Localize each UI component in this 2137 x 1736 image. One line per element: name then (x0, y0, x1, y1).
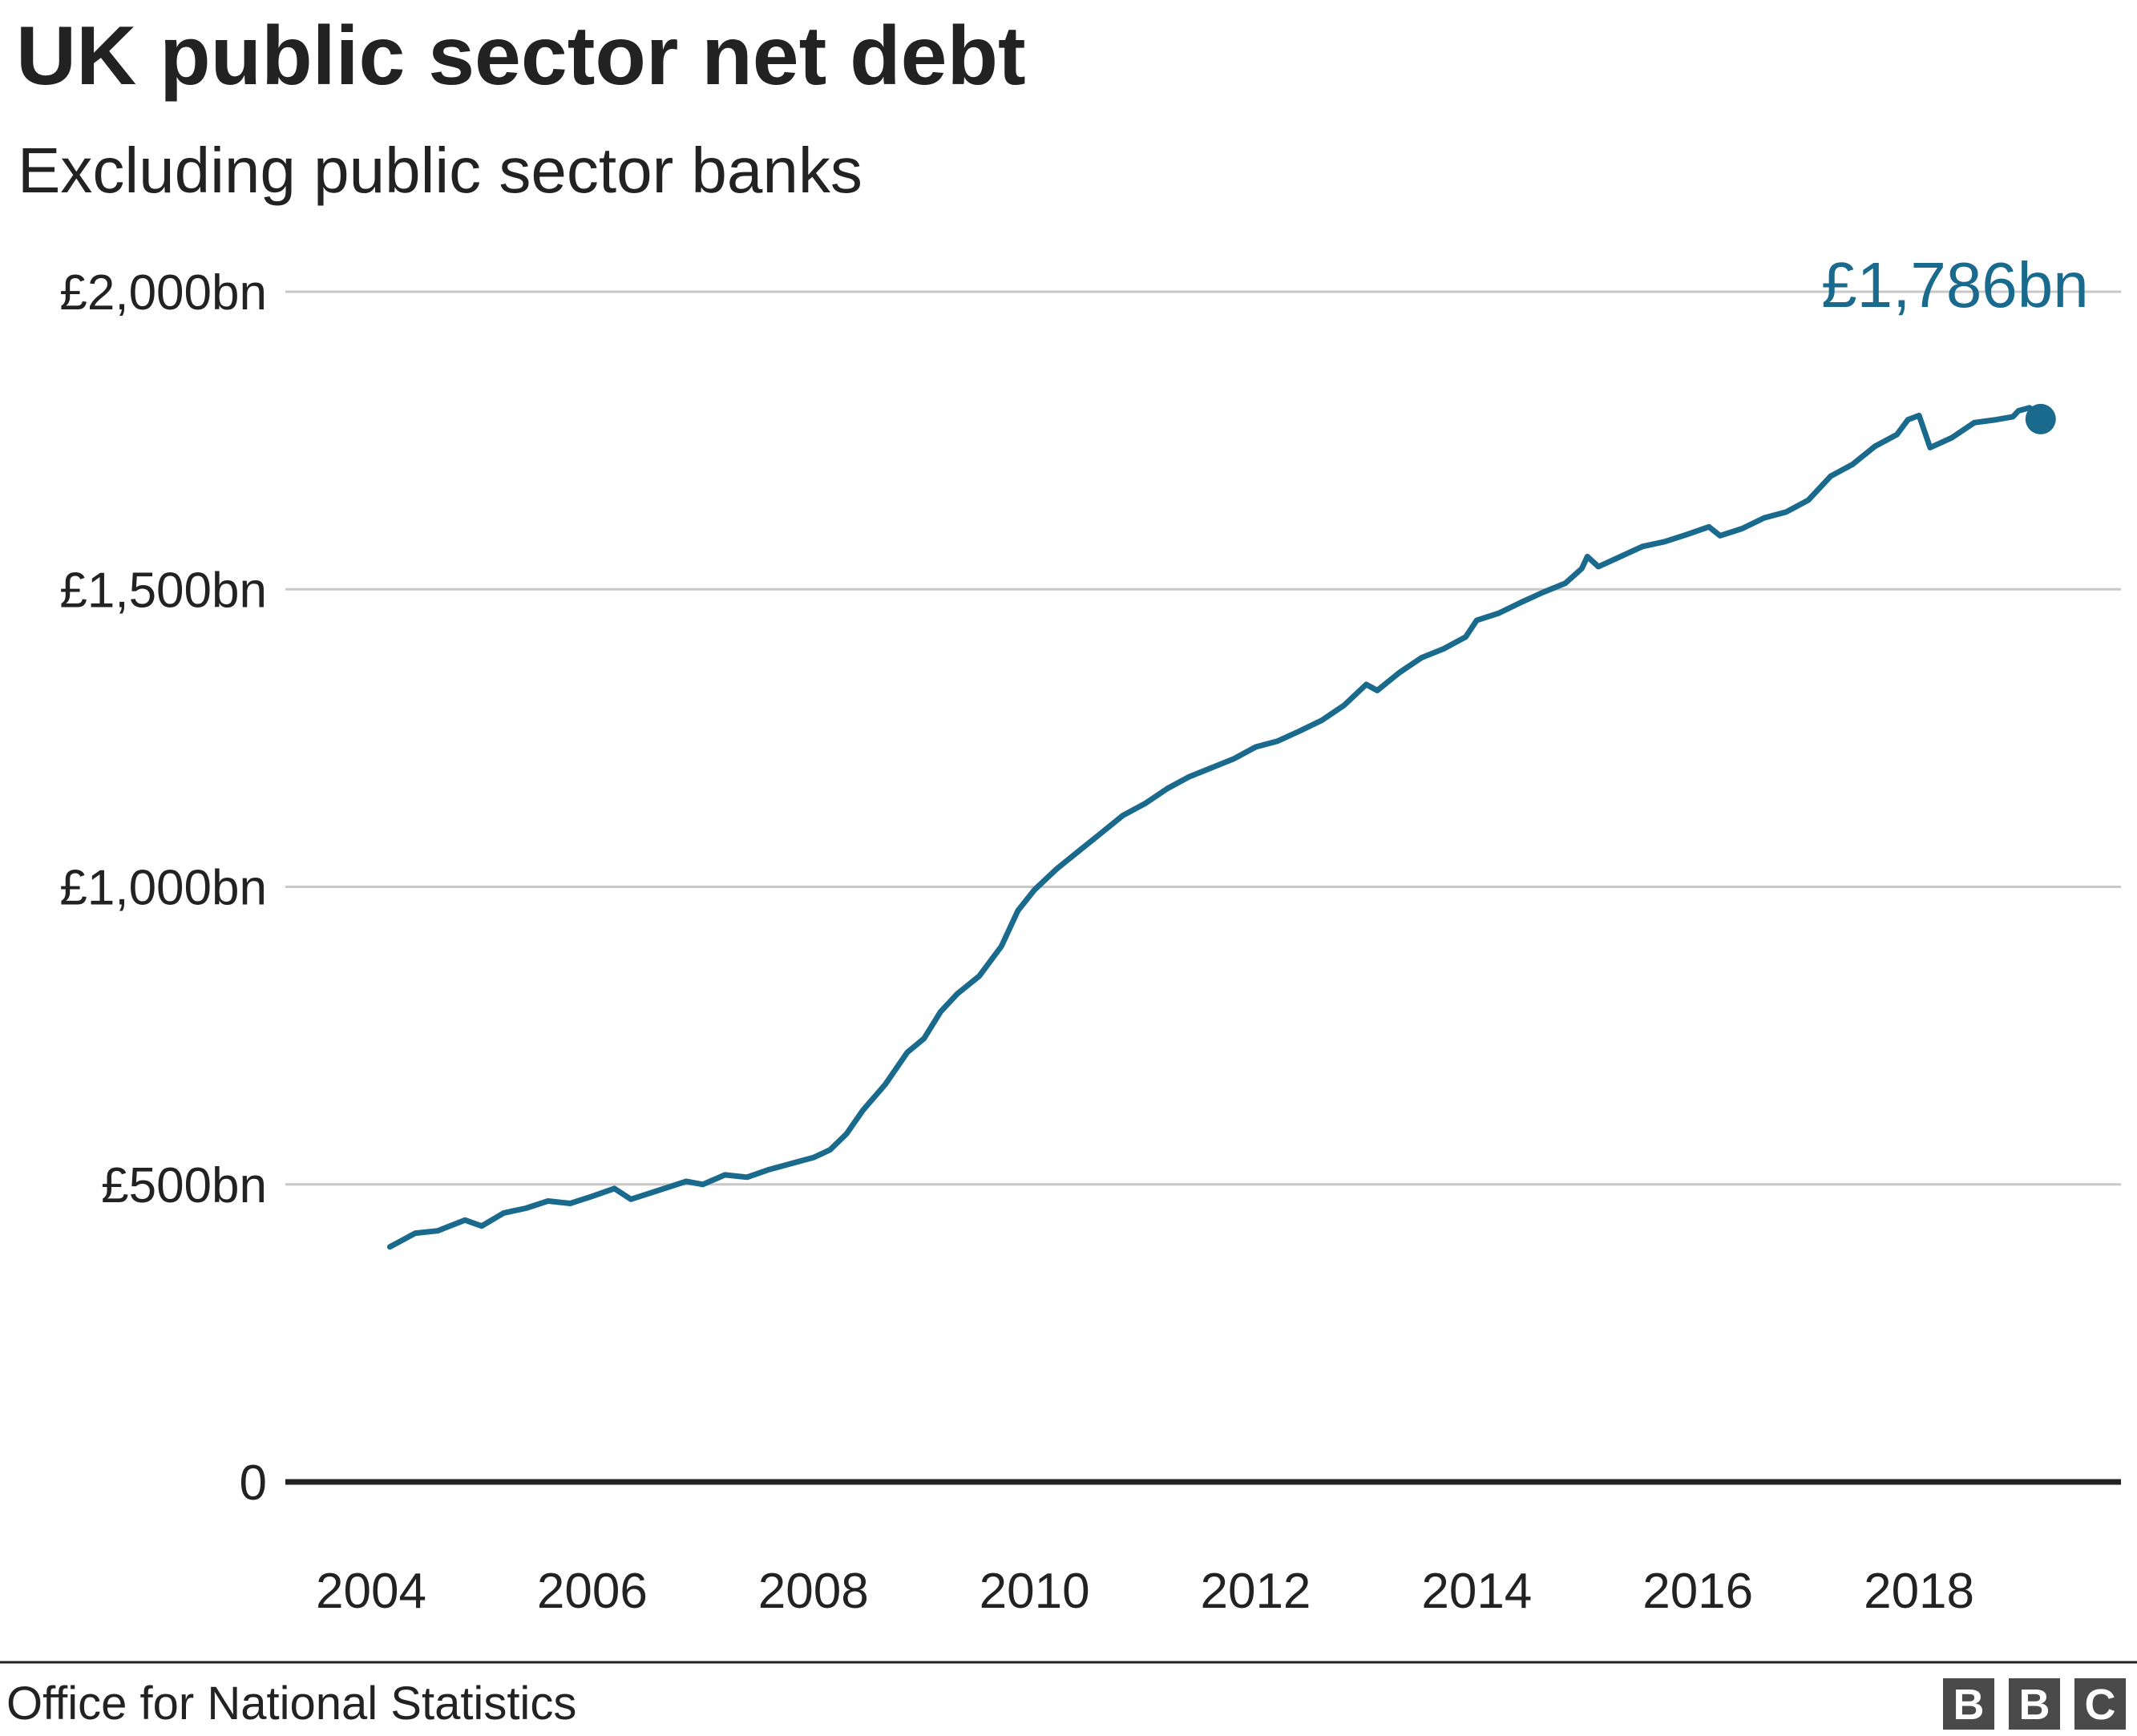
y-axis-tick-labels: 0 £500bn £1,000bn £1,500bn £2,000bn (59, 265, 267, 1511)
last-value-marker (2025, 403, 2056, 434)
x-tick-label: 2018 (1864, 1564, 1974, 1619)
x-tick-label: 2004 (316, 1564, 426, 1619)
x-tick-label: 2012 (1200, 1564, 1311, 1619)
y-tick-label: £1,500bn (59, 563, 267, 618)
y-tick-label: £2,000bn (59, 265, 267, 321)
x-tick-label: 2008 (758, 1564, 869, 1619)
y-tick-label: £500bn (101, 1158, 267, 1213)
y-tick-label: 0 (240, 1455, 267, 1511)
chart-subtitle: Excluding public sector banks (18, 135, 862, 206)
bbc-logo-letter-c: C (2085, 1681, 2116, 1729)
bbc-logo-letter-b1: B (1953, 1681, 1985, 1729)
x-tick-label: 2010 (980, 1564, 1090, 1619)
bbc-logo-box-b2 (2009, 1678, 2060, 1730)
bbc-logo: B B C (1943, 1678, 2126, 1730)
x-tick-label: 2006 (537, 1564, 648, 1619)
x-tick-label: 2014 (1421, 1564, 1532, 1619)
bbc-logo-box-c (2074, 1678, 2126, 1730)
y-tick-label: £1,000bn (59, 861, 267, 916)
bbc-logo-box-b1 (1943, 1678, 1994, 1730)
bbc-logo-letter-b2: B (2019, 1681, 2050, 1729)
source-label: Office for National Statistics (6, 1677, 576, 1730)
gridlines (285, 290, 2121, 1186)
series-layer (386, 403, 2056, 1250)
series-line (386, 405, 2044, 1250)
x-axis-tick-labels: 2004 2006 2008 2010 2012 2014 2016 2018 (316, 1564, 1974, 1619)
x-tick-label: 2016 (1642, 1564, 1753, 1619)
last-value-label: £1,786bn (1821, 249, 2089, 321)
chart-title: UK public sector net debt (16, 10, 1026, 103)
